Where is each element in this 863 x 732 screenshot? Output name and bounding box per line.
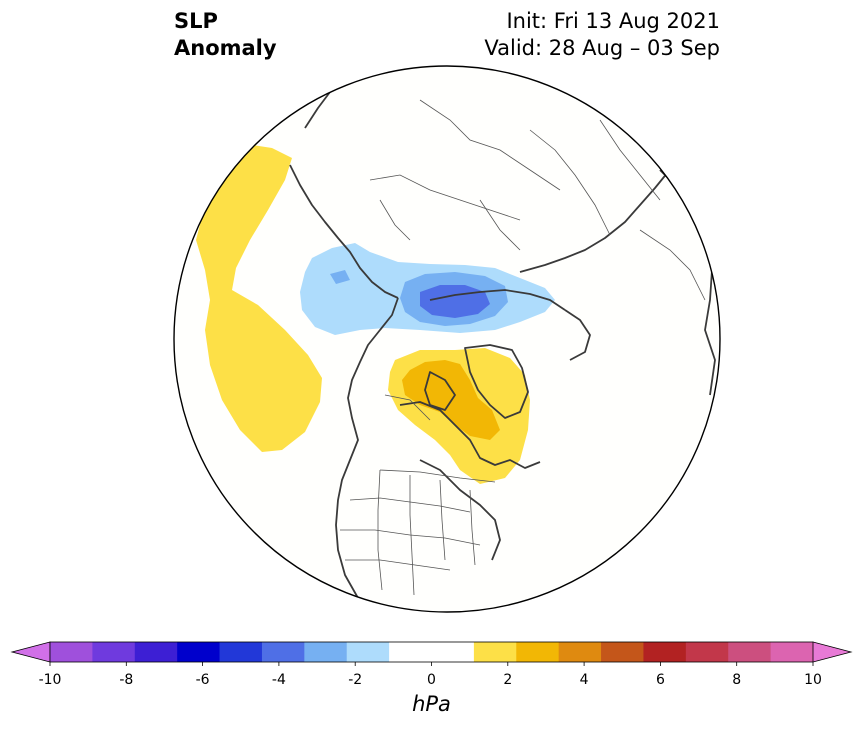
colorbar-cell [92,642,136,662]
title-slp: SLP [174,9,218,33]
colorbar-tick-label: 6 [656,672,665,688]
colorbar-cell [770,642,814,662]
colorbar-extend-low [10,641,51,663]
colorbar-tick-label: 8 [732,672,741,688]
init-date: Init: Fri 13 Aug 2021 [506,9,720,33]
positive-anomaly-north-pacific [196,145,322,452]
map-boundary [173,65,721,613]
colorbar-cell [643,642,687,662]
colorbar: -10 -8 -6 -4 -2 0 2 4 6 8 10 [10,641,853,688]
colorbar-tick-label: -2 [348,672,362,688]
colorbar-tick-label: -4 [272,672,286,688]
borders [340,99,706,596]
colorbar-cell [516,642,560,662]
colorbar-cell [473,642,517,662]
colorbar-cell [728,642,772,662]
colorbar-cell [431,642,475,662]
colorbar-ticks: -10 -8 -6 -4 -2 0 2 4 6 8 10 [39,662,822,688]
valid-dates: Valid: 28 Aug – 03 Sep [484,36,720,60]
colorbar-unit-label: hPa [412,692,451,716]
title-block-left: SLP Anomaly [174,8,277,62]
colorbar-cell [346,642,390,662]
colorbar-cells [10,641,853,663]
colorbar-cell [389,642,432,662]
polar-map [173,65,721,613]
colorbar-extend-high [812,641,853,663]
colorbar-tick-label: 2 [503,672,512,688]
colorbar-tick-label: -10 [39,672,62,688]
colorbar-tick-label: 4 [580,672,589,688]
colorbar-cell [177,642,221,662]
colorbar-tick-label: 0 [427,672,436,688]
colorbar-cell [685,642,729,662]
colorbar-cell [304,642,348,662]
colorbar-cell [219,642,263,662]
colorbar-cell [601,642,644,662]
colorbar-tick-label: -8 [119,672,133,688]
colorbar-cell [134,642,178,662]
negative-anomaly-arctic-small [330,270,350,284]
colorbar-cell [50,642,93,662]
title-block-right: Init: Fri 13 Aug 2021 Valid: 28 Aug – 03… [484,8,720,62]
colorbar-cell [261,642,305,662]
colorbar-cell [558,642,602,662]
colorbar-tick-label: -6 [196,672,210,688]
colorbar-tick-label: 10 [804,672,822,688]
title-anomaly: Anomaly [174,36,277,60]
